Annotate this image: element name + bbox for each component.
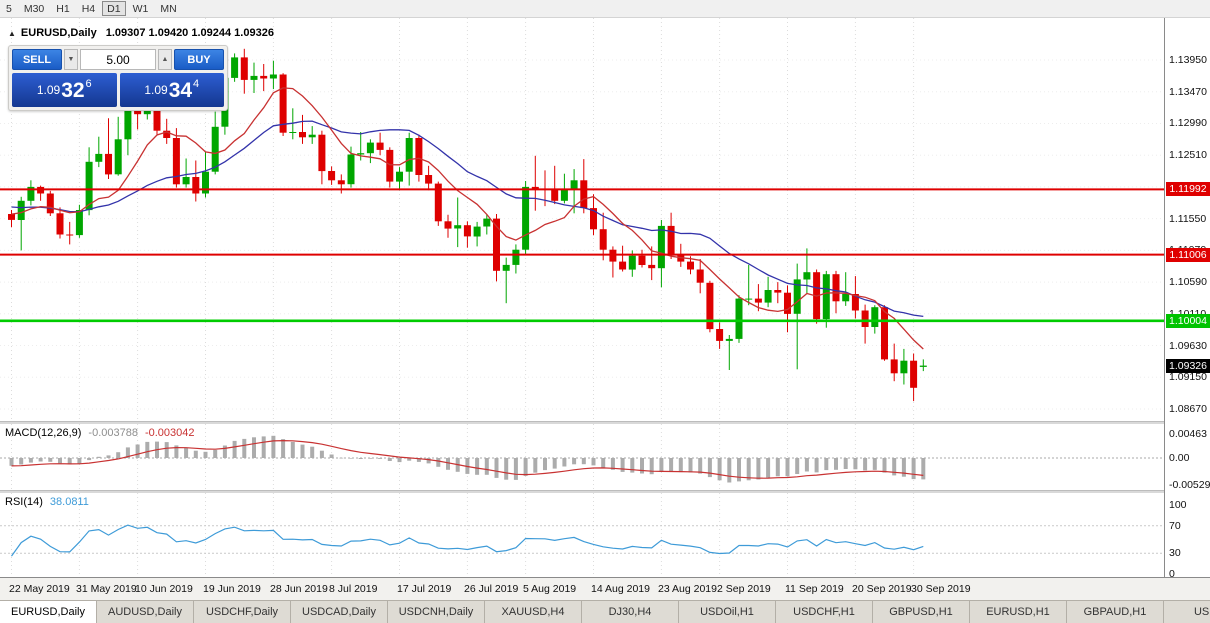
volume-input[interactable] <box>80 49 156 70</box>
date-axis-label: 31 May 2019 <box>76 583 137 595</box>
sell-price-button[interactable]: 1.09 32 6 <box>12 73 117 107</box>
buy-price-sup: 4 <box>193 78 200 90</box>
chart-tab-USDOil,H1[interactable]: USDOil,H1 <box>679 601 776 623</box>
macd-value-1: -0.003788 <box>88 427 138 439</box>
chart-tab-USDCHF,Daily[interactable]: USDCHF,Daily <box>194 601 291 623</box>
price-marker-1.09326: 1.09326 <box>1166 359 1210 373</box>
buy-button[interactable]: BUY <box>174 49 224 70</box>
collapse-trade-panel-icon[interactable]: ▲ <box>8 29 16 38</box>
one-click-trading-panel: SELL ▼ ▲ BUY 1.09 32 6 1.09 34 4 <box>8 45 228 111</box>
chart-tab-GBPAUD,H1[interactable]: GBPAUD,H1 <box>1067 601 1164 623</box>
chart-tab-USDCNH,Daily[interactable]: USDCNH,Daily <box>388 601 485 623</box>
date-axis-label: 17 Jul 2019 <box>397 583 452 595</box>
chart-title: ▲ EURUSD,Daily 1.09307 1.09420 1.09244 1.0… <box>8 27 274 39</box>
date-axis[interactable]: 22 May 2019 31 May 2019 10 Jun 2019 19 Jun … <box>0 577 1210 600</box>
chart-tab-AUDUSD,Daily[interactable]: AUDUSD,Daily <box>97 601 194 623</box>
price-axis-label: 1.12510 <box>1169 149 1207 161</box>
buy-price-button[interactable]: 1.09 34 4 <box>119 73 224 107</box>
price-axis-label: 1.11550 <box>1169 213 1207 225</box>
chart-tab-GBPUSD,H1[interactable]: GBPUSD,H1 <box>873 601 970 623</box>
timeframe-button-H4[interactable]: H4 <box>77 1 100 16</box>
price-axis-label: 30 <box>1169 547 1181 559</box>
date-axis-label: 22 May 2019 <box>9 583 70 595</box>
date-axis-label: 20 Sep 2019 <box>852 583 912 595</box>
chart-tab-EURUSD,Daily[interactable]: EURUSD,Daily <box>0 601 97 623</box>
buy-price-big: 34 <box>168 78 193 102</box>
date-axis-label: 30 Sep 2019 <box>911 583 971 595</box>
price-axis-label: 1.09150 <box>1169 371 1207 383</box>
chart-tab-USDJP[interactable]: USDJP <box>1164 601 1210 623</box>
sell-price-sup: 6 <box>85 78 92 90</box>
price-axis-label: 0.00463 <box>1169 428 1207 440</box>
price-marker-1.10004: 1.10004 <box>1166 314 1210 328</box>
rsi-pane[interactable] <box>0 493 1164 577</box>
chart-tab-DJ30,H4[interactable]: DJ30,H4 <box>582 601 679 623</box>
chart-tabs-bar: EURUSD,Daily AUDUSD,Daily USDCHF,Daily USDC… <box>0 600 1210 623</box>
pane-splitter[interactable] <box>0 490 1210 493</box>
timeframe-button-5[interactable]: 5 <box>1 1 17 16</box>
price-marker-1.11006: 1.11006 <box>1166 248 1210 262</box>
price-axis-label: 1.13950 <box>1169 54 1207 66</box>
sell-price-big: 32 <box>61 78 85 102</box>
timeframe-button-H1[interactable]: H1 <box>51 1 74 16</box>
date-axis-label: 11 Sep 2019 <box>785 583 844 595</box>
price-axis-label: -0.00529 <box>1169 479 1210 491</box>
date-axis-label: 8 Jul 2019 <box>329 583 378 595</box>
volume-decrease-button[interactable]: ▼ <box>64 49 78 70</box>
pane-splitter[interactable] <box>0 421 1210 424</box>
price-axis-label: 1.12990 <box>1169 117 1207 129</box>
volume-increase-button[interactable]: ▲ <box>158 49 172 70</box>
price-axis-label: 1.10590 <box>1169 276 1207 288</box>
price-axis-label: 1.08670 <box>1169 403 1207 415</box>
rsi-label: RSI(14) 38.0811 <box>5 496 89 508</box>
timeframe-button-D1[interactable]: D1 <box>102 1 126 16</box>
price-axis-label: 1.09630 <box>1169 340 1207 352</box>
price-axis-label: 0 <box>1169 568 1175 580</box>
date-axis-label: 5 Aug 2019 <box>523 583 577 595</box>
date-axis-label: 23 Aug 2019 <box>658 583 717 595</box>
macd-label: MACD(12,26,9) -0.003788 -0.003042 <box>5 427 195 439</box>
chart-tab-XAUUSD,H4[interactable]: XAUUSD,H4 <box>485 601 582 623</box>
date-axis-label: 10 Jun 2019 <box>135 583 193 595</box>
price-axis-label: 70 <box>1169 520 1181 532</box>
chart-tab-USDCAD,Daily[interactable]: USDCAD,Daily <box>291 601 388 623</box>
price-axis-label: 1.13470 <box>1169 86 1207 98</box>
macd-pane[interactable] <box>0 424 1164 490</box>
date-axis-label: 2 Sep 2019 <box>717 583 771 595</box>
macd-name: MACD(12,26,9) <box>5 427 82 439</box>
date-axis-label: 26 Jul 2019 <box>464 583 519 595</box>
chart-tab-EURUSD,H1[interactable]: EURUSD,H1 <box>970 601 1067 623</box>
macd-value-2: -0.003042 <box>144 427 195 439</box>
date-axis-label: 19 Jun 2019 <box>203 583 261 595</box>
price-axis-label: 0.00 <box>1169 452 1190 464</box>
buy-price-main: 1.09 <box>144 83 168 97</box>
rsi-value: 38.0811 <box>49 496 89 508</box>
date-axis-label: 28 Jun 2019 <box>270 583 328 595</box>
rsi-name: RSI(14) <box>5 496 43 508</box>
price-marker-1.11992: 1.11992 <box>1166 182 1210 196</box>
price-axis[interactable]: 1.139501.134701.129901.125101.120301.115… <box>1164 18 1210 580</box>
sell-price-main: 1.09 <box>36 83 61 97</box>
sell-button[interactable]: SELL <box>12 49 62 70</box>
price-axis-label: 100 <box>1169 499 1187 511</box>
chart-tab-USDCHF,H1[interactable]: USDCHF,H1 <box>776 601 873 623</box>
timeframe-button-MN[interactable]: MN <box>155 1 181 16</box>
timeframe-button-W1[interactable]: W1 <box>128 1 154 16</box>
timeframe-button-M30[interactable]: M30 <box>19 1 49 16</box>
chart-symbol-label: EURUSD,Daily <box>20 27 97 39</box>
timeframe-toolbar: 5 M30 H1 H4 D1 W1 MN <box>0 0 1210 18</box>
chart-ohlc-values: 1.09307 1.09420 1.09244 1.09326 <box>105 27 274 39</box>
date-axis-label: 14 Aug 2019 <box>591 583 650 595</box>
